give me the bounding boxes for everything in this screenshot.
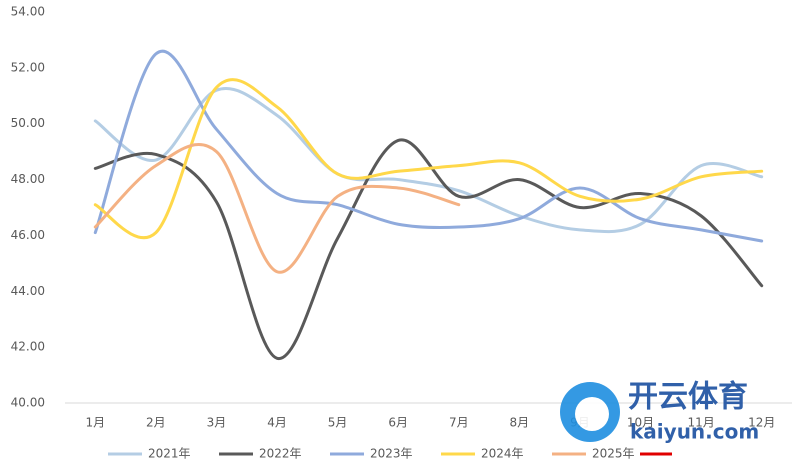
- x-tick-label: 5月: [328, 416, 348, 430]
- x-tick-label: 7月: [449, 416, 469, 430]
- watermark-logo: [575, 397, 609, 431]
- x-tick-label: 4月: [267, 416, 287, 430]
- legend-label: 2021年: [148, 447, 191, 461]
- legend-label: 2025年: [592, 447, 635, 461]
- y-tick-label: 42.00: [11, 340, 45, 354]
- x-tick-label: 8月: [510, 416, 530, 430]
- y-tick-label: 50.00: [11, 116, 45, 130]
- series-line: [93, 78, 764, 240]
- y-tick-label: 40.00: [11, 396, 45, 410]
- watermark: 开云体育 kaiyun.com: [560, 380, 759, 444]
- x-tick-label: 10月: [627, 416, 654, 430]
- watermark-site: kaiyun.com: [630, 420, 759, 444]
- plot: 40.00 42.00 44.00 46.00 48.00 50.00 52.00 54.00…: [11, 5, 792, 461]
- x-tick-label: 12月: [748, 416, 775, 430]
- series-line: [93, 87, 764, 234]
- series-line: [93, 143, 461, 274]
- x-tick-label: 1月: [85, 416, 105, 430]
- x-tick-label: 6月: [388, 416, 408, 430]
- series-line: [93, 138, 764, 360]
- watermark-brand: 开云体育: [628, 380, 748, 415]
- legend-label: 2023年: [370, 447, 413, 461]
- y-tick-label: 52.00: [11, 60, 45, 74]
- x-tick-label: 3月: [207, 416, 227, 430]
- legend-label: 2022年: [259, 447, 302, 461]
- y-tick-label: 54.00: [11, 5, 45, 19]
- y-tick-label: 44.00: [11, 284, 45, 298]
- y-tick-label: 48.00: [11, 172, 45, 186]
- y-tick-label: 46.00: [11, 228, 45, 242]
- x-tick-label: 2月: [146, 416, 166, 430]
- legend-label: 2024年: [481, 447, 524, 461]
- series-line: [93, 49, 764, 243]
- x-tick-label: 11月: [687, 416, 714, 430]
